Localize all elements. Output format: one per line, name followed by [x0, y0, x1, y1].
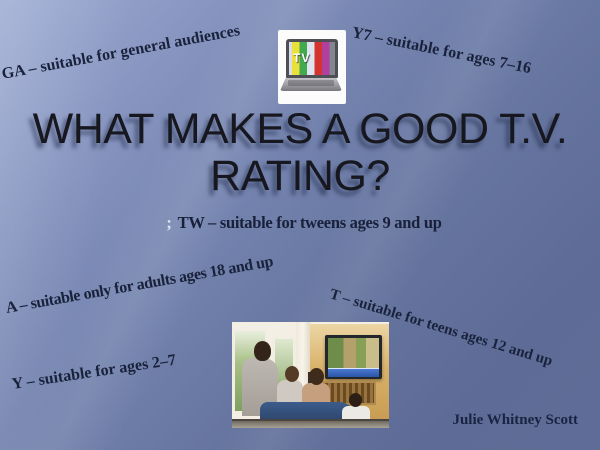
rating-ga-text: GA – suitable for general audiences	[0, 22, 242, 83]
couch	[260, 402, 358, 424]
child-figure	[342, 406, 370, 422]
laptop-tv-icon: TV	[278, 30, 346, 104]
man-head	[254, 341, 271, 361]
rating-tw-label: TW – suitable for tweens ages 9 and up	[177, 213, 442, 232]
laptop-base	[280, 78, 342, 91]
tv-picture	[328, 338, 379, 368]
slide-title-line1: WHAT MAKES A GOOD T.V.	[32, 105, 568, 153]
author-credit: Julie Whitney Scott	[452, 412, 578, 428]
slide-title: WHAT MAKES A GOOD T.V. RATING?	[0, 106, 600, 200]
rating-a-text: A – suitable only for adults ages 18 and…	[4, 253, 275, 317]
tv-news-banner	[328, 368, 379, 377]
semicolon-mark: ;	[166, 213, 172, 232]
family-watching-tv-photo	[232, 322, 389, 428]
tv-screen-text: TV	[293, 51, 311, 65]
flat-screen-tv	[325, 335, 382, 379]
rating-y7-text: Y7 – suitable for ages 7–16	[350, 24, 533, 78]
floor	[232, 419, 389, 428]
rating-tw-text: ; TW – suitable for tweens ages 9 and up	[0, 213, 600, 233]
tv-test-pattern-screen: TV	[286, 39, 338, 78]
woman1-head	[285, 366, 299, 382]
slide-title-line2: RATING?	[210, 151, 390, 200]
rating-y-text: Y – suitable for ages 2–7	[10, 351, 178, 393]
child-head	[349, 393, 362, 407]
woman2-head	[309, 368, 324, 385]
